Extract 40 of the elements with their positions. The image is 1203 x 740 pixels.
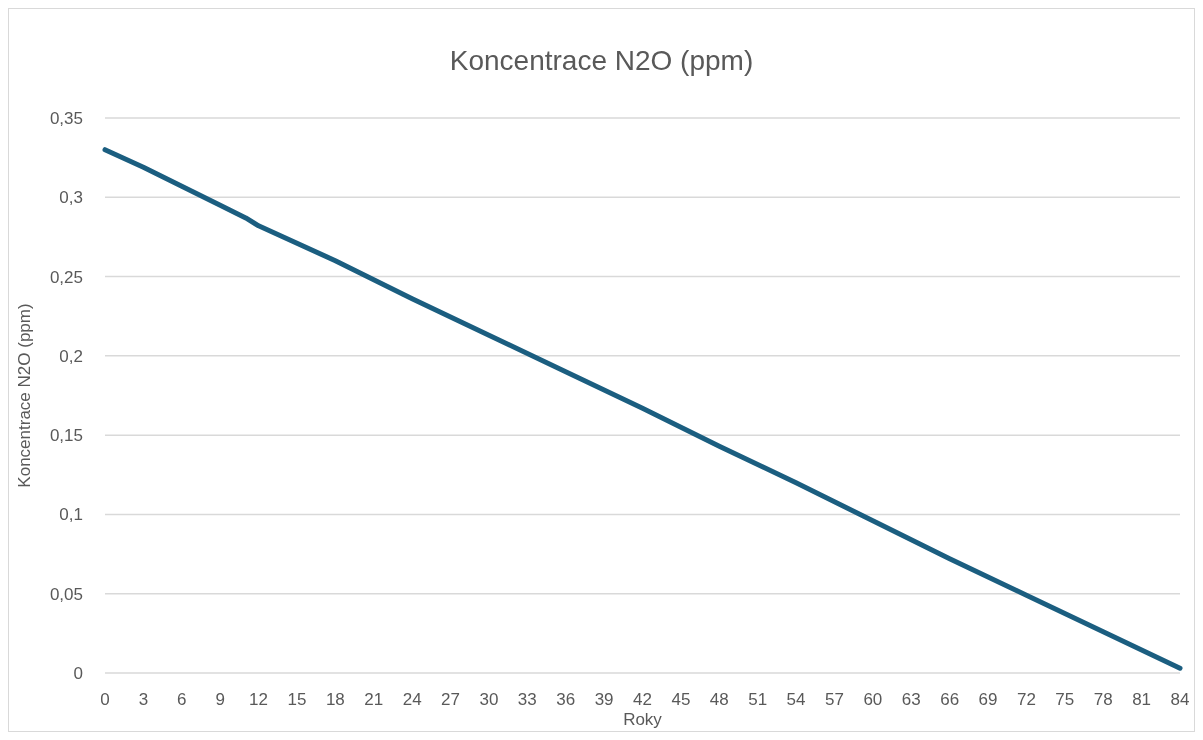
y-tick-label: 0,3	[59, 188, 83, 208]
x-tick-label: 9	[215, 690, 225, 709]
x-tick-label: 72	[1016, 690, 1036, 709]
x-tick-label: 54	[786, 690, 806, 709]
x-tick-label: 39	[594, 690, 614, 709]
x-tick-label: 81	[1132, 690, 1152, 709]
x-tick-label: 45	[671, 690, 691, 709]
x-tick-label: 18	[325, 690, 345, 709]
x-tick-label: 60	[863, 690, 883, 709]
x-tick-label: 12	[249, 690, 269, 709]
x-tick-label: 24	[402, 690, 422, 709]
x-tick-label: 21	[364, 690, 384, 709]
y-axis-title: Koncentrace N2O (ppm)	[15, 303, 34, 488]
x-tick-label: 42	[633, 690, 652, 709]
x-tick-label: 30	[479, 690, 499, 709]
y-tick-label: 0	[73, 664, 83, 683]
x-tick-label: 36	[556, 690, 576, 709]
x-tick-label: 27	[441, 690, 460, 709]
x-tick-label: 78	[1093, 690, 1113, 709]
x-tick-label: 3	[138, 690, 149, 709]
x-tick-label: 69	[978, 690, 998, 709]
x-tick-label: 57	[825, 690, 844, 709]
x-tick-label: 33	[517, 690, 537, 709]
y-tick-label: 0,1	[59, 505, 83, 525]
x-tick-label: 84	[1170, 690, 1190, 709]
x-tick-label: 6	[177, 690, 187, 709]
x-axis-title: Roky	[623, 710, 663, 729]
x-tick-label: 15	[287, 690, 307, 709]
x-tick-label: 51	[748, 690, 768, 709]
y-tick-label: 0,25	[49, 267, 83, 287]
x-tick-label: 63	[901, 690, 921, 709]
y-tick-label: 0,35	[49, 109, 83, 128]
x-tick-label: 66	[940, 690, 960, 709]
x-tick-label: 0	[100, 690, 110, 709]
chart-title: Koncentrace N2O (ppm)	[449, 45, 754, 76]
y-tick-label: 0,2	[59, 346, 83, 366]
x-tick-label: 48	[709, 690, 729, 709]
x-tick-label: 75	[1055, 690, 1075, 709]
y-tick-label: 0,15	[49, 426, 83, 446]
y-tick-label: 0,05	[49, 584, 83, 604]
